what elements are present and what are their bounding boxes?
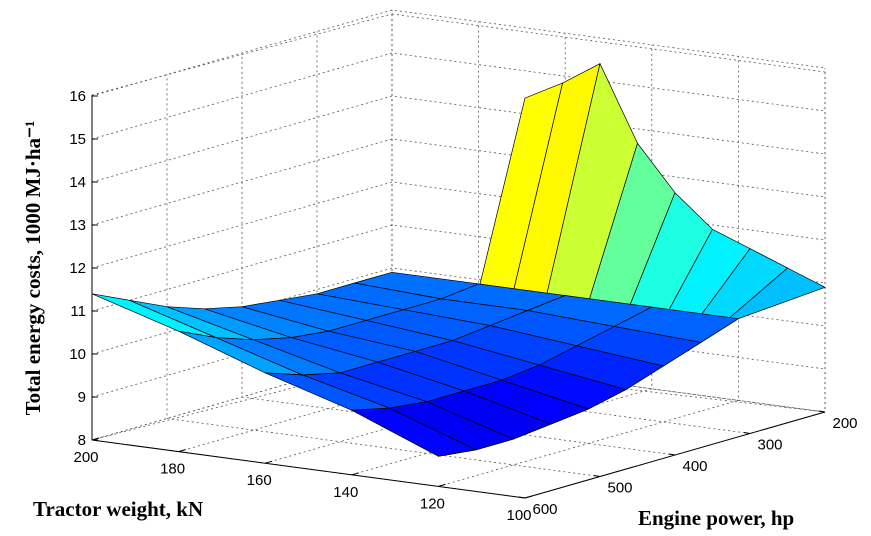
surface-patch bbox=[350, 407, 478, 457]
z-axis-ticks: 8 9 10 11 12 13 14 15 16 bbox=[69, 88, 98, 449]
weight-gridline bbox=[438, 56, 739, 487]
power-tick-label: 400 bbox=[682, 458, 707, 475]
z-tick-label: 10 bbox=[69, 346, 86, 363]
weight-axis-ticks: 200 180 160 140 120 100 bbox=[73, 437, 533, 524]
power-tick-label: 500 bbox=[607, 480, 632, 497]
y-axis-label: Engine power, hp bbox=[638, 506, 794, 530]
z-tick-label: 12 bbox=[69, 260, 86, 277]
weight-tick-mark bbox=[178, 449, 186, 453]
power-tick-mark bbox=[818, 410, 826, 413]
z-tick-label: 14 bbox=[69, 174, 86, 191]
weight-tick-label: 120 bbox=[420, 495, 445, 512]
power-gridline bbox=[166, 74, 601, 477]
weight-tick-mark bbox=[524, 495, 533, 499]
weight-tick-label: 160 bbox=[247, 472, 272, 489]
weight-tick-label: 140 bbox=[333, 484, 358, 501]
weight-tick-label: 200 bbox=[73, 449, 98, 466]
z-gridline bbox=[91, 95, 826, 183]
weight-gridline bbox=[351, 44, 653, 476]
power-tick-mark bbox=[743, 432, 751, 434]
weight-tick-label: 100 bbox=[506, 507, 531, 524]
weight-tick-label: 180 bbox=[160, 461, 185, 478]
power-axis-ticks: 200 300 400 500 600 bbox=[518, 410, 858, 518]
power-tick-mark bbox=[518, 496, 526, 499]
z-tick-label: 15 bbox=[69, 131, 86, 148]
z-axis-label: Total energy costs, 1000 MJ·ha⁻¹ bbox=[21, 121, 45, 416]
weight-tick-mark bbox=[438, 483, 446, 487]
weight-gridline bbox=[524, 68, 826, 499]
z-gridline bbox=[91, 52, 826, 140]
z-tick-label: 16 bbox=[69, 88, 86, 105]
z-tick-label: 13 bbox=[69, 217, 86, 234]
weight-tick-mark bbox=[265, 460, 273, 464]
power-gridline bbox=[241, 53, 676, 456]
z-tick-label: 11 bbox=[70, 303, 86, 320]
power-tick-label: 600 bbox=[532, 501, 557, 518]
x-axis-label: Tractor weight, kN bbox=[33, 497, 203, 521]
weight-gridline bbox=[178, 21, 480, 452]
power-tick-mark bbox=[668, 453, 676, 456]
z-tick-label: 8 bbox=[78, 432, 86, 449]
power-tick-label: 200 bbox=[832, 415, 857, 432]
z-gridline bbox=[91, 9, 826, 97]
weight-tick-mark bbox=[91, 437, 100, 441]
power-tick-label: 300 bbox=[757, 437, 782, 454]
power-tick-mark bbox=[593, 475, 601, 477]
z-tick-label: 9 bbox=[78, 389, 86, 406]
surface-patches bbox=[91, 62, 826, 457]
z-gridline bbox=[91, 138, 826, 226]
weight-tick-mark bbox=[351, 472, 359, 476]
